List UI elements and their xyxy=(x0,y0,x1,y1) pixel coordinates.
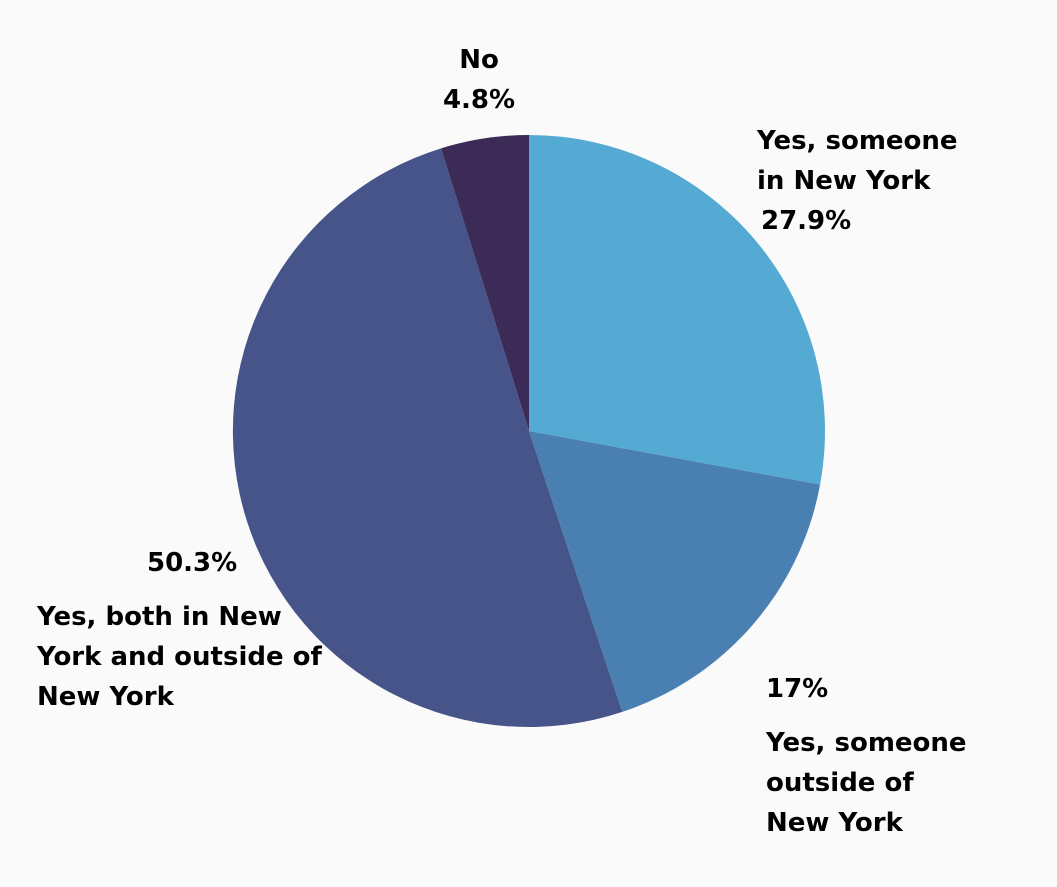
slice-category-label: Yes, someone xyxy=(756,126,958,156)
slice-category-label: New York xyxy=(37,682,175,712)
slice-label-no: No 4.8% xyxy=(443,45,515,115)
pie-slice-both-in-and-outside-new-york xyxy=(232,148,623,728)
slice-label-someone-in-new-york: Yes, someone in New York 27.9% xyxy=(756,126,958,236)
pie-slice-someone-outside-new-york xyxy=(529,431,821,712)
slice-category-label: York and outside of xyxy=(36,642,323,672)
slice-label-someone-outside-new-york: 17% Yes, someone outside of New York xyxy=(765,674,967,838)
slice-value-label: 50.3% xyxy=(147,548,237,578)
slice-label-both-in-and-outside-new-york: 50.3% Yes, both in New York and outside of… xyxy=(36,548,323,712)
slice-category-label: outside of xyxy=(766,768,914,798)
slice-value-label: 4.8% xyxy=(443,85,515,115)
pie-labels: Yes, someone in New York 27.9% 17% Yes, some… xyxy=(36,45,967,838)
pie-slice-someone-in-new-york xyxy=(529,135,826,485)
pie-slice-no xyxy=(441,135,529,431)
slice-category-label: Yes, both in New xyxy=(36,602,282,632)
pie-slices xyxy=(232,135,826,728)
slice-category-label: New York xyxy=(766,808,904,838)
slice-category-label: in New York xyxy=(757,166,931,196)
slice-value-label: 17% xyxy=(766,674,828,704)
slice-category-label: No xyxy=(459,45,499,75)
slice-value-label: 27.9% xyxy=(761,206,851,236)
slice-category-label: Yes, someone xyxy=(765,728,967,758)
